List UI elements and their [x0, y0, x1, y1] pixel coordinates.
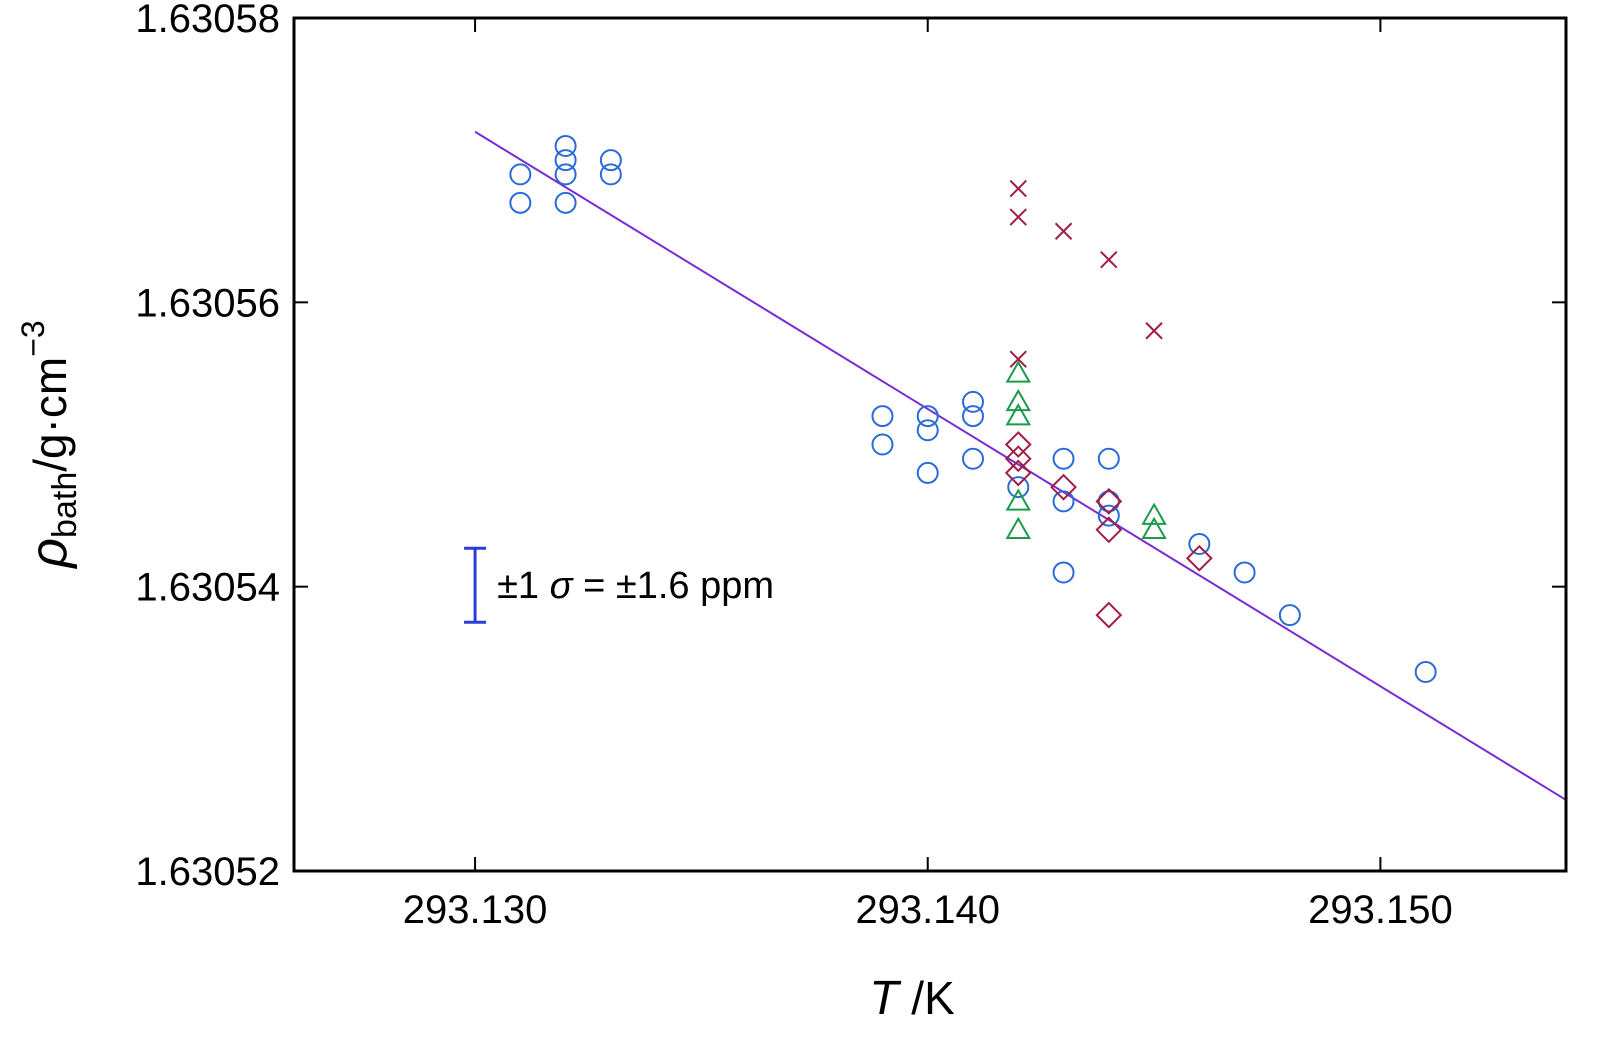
data-marks — [474, 130, 1567, 801]
x-tick-label: 293.140 — [855, 888, 1000, 932]
circle-marker — [1007, 476, 1030, 499]
triangle-marker — [1005, 360, 1031, 383]
y-tick-label: 1.63054 — [135, 566, 280, 610]
circle-marker — [599, 149, 622, 172]
annotation-prefix: ±1 — [497, 565, 550, 607]
sigma-annotation-text: ±1 σ = ±1.6 ppm — [497, 565, 774, 607]
cross-marker — [1009, 350, 1027, 368]
sigma-annotation: ±1 σ = ±1.6 ppm — [464, 546, 774, 624]
diamond-marker — [1004, 445, 1032, 473]
y-tick-label: 1.63056 — [135, 281, 280, 325]
y-axis-subscript: bath — [46, 472, 84, 538]
annotation-sigma: σ — [550, 565, 575, 607]
circle-marker — [509, 191, 532, 214]
circle-marker — [599, 163, 622, 186]
circle-marker — [1052, 490, 1075, 513]
circle-marker — [916, 461, 939, 484]
diamond-marker — [1095, 601, 1123, 629]
circle-marker — [1052, 447, 1075, 470]
diamond-marker — [1095, 487, 1123, 515]
plot-frame — [292, 16, 1568, 873]
circle-marker — [962, 447, 985, 470]
y-axis-label: ρbath/g·cm−3 — [15, 320, 84, 569]
diamond-marker — [1185, 544, 1213, 572]
diamond-marker — [1050, 473, 1077, 501]
x-axis-symbol: T — [869, 972, 902, 1025]
x-tick-label: 293.150 — [1308, 888, 1453, 932]
x-tick-label: 293.130 — [403, 888, 548, 932]
circle-marker — [962, 405, 985, 428]
axis-ticks: 293.130 293.140 293.150 1.63052 1.63054 1.630… — [135, 0, 1566, 932]
circle-marker — [554, 149, 577, 172]
circle-marker — [1188, 533, 1211, 556]
triangle-marker — [1005, 388, 1031, 412]
cross-marker — [1054, 222, 1073, 240]
triangle-marker — [1005, 403, 1031, 426]
cross-marker — [1100, 250, 1118, 269]
circle-marker — [1414, 660, 1437, 683]
y-tick-label: 1.63058 — [135, 0, 280, 41]
y-axis-unit: /g·cm — [24, 357, 76, 472]
circle-marker — [1097, 504, 1120, 527]
diamond-marker — [1004, 431, 1032, 458]
circle-marker — [916, 405, 939, 428]
x-axis-label: T /K — [869, 972, 955, 1025]
circle-marker — [962, 390, 985, 413]
diamond-marker — [1095, 516, 1123, 544]
x-axis-unit: /K — [899, 972, 956, 1024]
circle-marker — [871, 433, 894, 456]
circle-marker — [554, 191, 577, 214]
triangle-marker — [1005, 488, 1031, 511]
y-axis-symbol: ρ — [20, 538, 78, 570]
annotation-suffix: = ±1.6 ppm — [573, 565, 774, 607]
y-tick-label: 1.63052 — [135, 850, 280, 894]
circle-marker — [1097, 447, 1120, 470]
triangle-marker — [1005, 516, 1031, 540]
cross-marker — [1145, 322, 1163, 340]
circle-marker — [916, 419, 939, 442]
circle-marker — [1278, 604, 1301, 627]
circle-marker — [554, 163, 577, 186]
circle-marker — [1097, 490, 1120, 513]
y-axis-superscript: −3 — [15, 320, 51, 356]
diamond-marker — [1004, 459, 1032, 487]
cross-marker — [1009, 208, 1027, 226]
circle-marker — [509, 163, 532, 186]
fit-line — [474, 130, 1567, 801]
circle-marker — [1233, 561, 1256, 584]
circle-marker — [871, 405, 894, 428]
triangle-marker — [1141, 502, 1167, 525]
circle-marker — [554, 134, 577, 157]
triangle-marker — [1141, 516, 1167, 540]
cross-marker — [1009, 179, 1027, 198]
circle-marker — [1052, 561, 1075, 584]
